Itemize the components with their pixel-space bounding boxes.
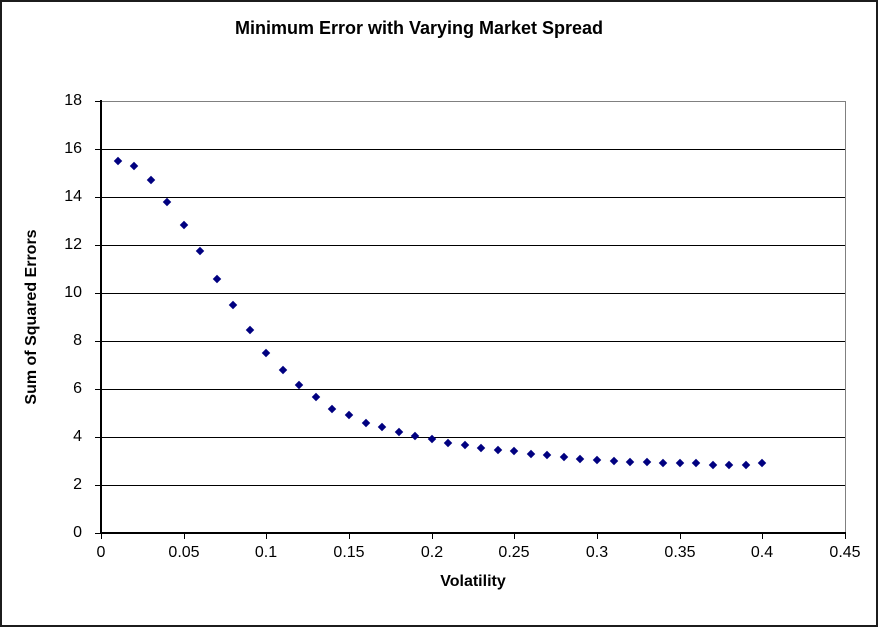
- y-axis-tick: [95, 149, 101, 150]
- y-axis-line: [100, 100, 102, 534]
- x-tick-label: 0.35: [664, 544, 696, 561]
- data-point-marker: [229, 300, 238, 310]
- y-tick-label: 8: [73, 332, 82, 349]
- data-point-marker: [559, 453, 569, 462]
- x-tick-label: 0.05: [168, 544, 200, 561]
- y-tick-label: 2: [73, 476, 82, 493]
- data-point-marker: [477, 443, 486, 453]
- data-point-marker: [443, 438, 453, 448]
- y-tick-label: 12: [64, 236, 82, 253]
- x-axis-tick: [762, 533, 763, 539]
- y-tick-label: 4: [73, 428, 82, 445]
- data-point-marker: [592, 455, 602, 465]
- x-tick-label: 0.4: [750, 544, 774, 561]
- x-axis-tick: [845, 533, 846, 539]
- data-point-marker: [361, 418, 370, 427]
- data-point-marker: [675, 459, 684, 468]
- x-axis-tick: [184, 533, 185, 539]
- x-axis-title: Volatility: [440, 573, 506, 590]
- gridline: [101, 149, 845, 150]
- y-tick-label: 16: [64, 140, 82, 157]
- y-tick-label: 0: [73, 524, 82, 541]
- y-axis-tick: [95, 197, 101, 198]
- x-axis-tick: [680, 533, 681, 539]
- chart-title: Minimum Error with Varying Market Spread: [234, 18, 604, 38]
- data-point-marker: [691, 459, 701, 468]
- x-axis-tick: [101, 533, 102, 539]
- data-point-marker: [460, 441, 469, 450]
- gridline: [101, 485, 845, 486]
- data-point-marker: [394, 427, 403, 437]
- data-point-marker: [328, 405, 337, 414]
- data-point-marker: [146, 175, 155, 185]
- x-axis-tick: [597, 533, 598, 539]
- x-axis-tick: [432, 533, 433, 539]
- data-point-marker: [179, 220, 188, 229]
- data-point-marker: [212, 274, 221, 283]
- data-point-marker: [543, 450, 552, 460]
- x-axis-tick: [514, 533, 515, 539]
- gridline: [101, 341, 845, 342]
- data-point-marker: [377, 423, 387, 432]
- x-axis-tick: [266, 533, 267, 539]
- data-point-marker: [510, 447, 519, 456]
- plot-border-right: [845, 101, 846, 533]
- gridline: [101, 293, 845, 294]
- data-point-marker: [493, 445, 503, 455]
- gridline: [101, 437, 845, 438]
- data-point-marker: [311, 393, 321, 402]
- y-tick-label: 10: [64, 284, 82, 301]
- data-point-marker: [427, 435, 436, 444]
- x-axis-tick: [349, 533, 350, 539]
- data-point-marker: [526, 449, 536, 459]
- data-point-marker: [344, 411, 354, 420]
- y-tick-label: 14: [64, 188, 82, 205]
- data-point-marker: [658, 459, 668, 468]
- gridline: [101, 197, 845, 198]
- y-axis-title: Sum of Squared Errors: [23, 229, 40, 405]
- x-tick-label: 0.1: [254, 544, 278, 561]
- y-tick-label: 6: [73, 380, 82, 397]
- x-tick-label: 0.45: [829, 544, 861, 561]
- y-axis-tick: [95, 437, 101, 438]
- y-axis-tick: [95, 485, 101, 486]
- plot-border-top: [101, 101, 845, 102]
- y-tick-label: 18: [64, 92, 82, 109]
- data-point-marker: [725, 460, 734, 469]
- y-axis-tick: [95, 293, 101, 294]
- data-point-marker: [758, 459, 767, 468]
- x-tick-label: 0.15: [333, 544, 365, 561]
- y-axis-tick: [95, 101, 101, 102]
- data-point-marker: [576, 454, 585, 463]
- x-tick-label: 0.25: [498, 544, 530, 561]
- x-tick-label: 0: [96, 544, 106, 561]
- x-axis-line: [100, 532, 846, 534]
- y-axis-tick: [95, 533, 101, 534]
- data-point-marker: [741, 460, 751, 469]
- data-point-marker: [625, 457, 635, 467]
- data-point-marker: [113, 156, 122, 166]
- y-axis-tick: [95, 245, 101, 246]
- data-point-marker: [129, 161, 139, 171]
- data-point-marker: [609, 456, 618, 466]
- data-point-marker: [262, 348, 271, 358]
- y-axis-tick: [95, 389, 101, 390]
- x-tick-label: 0.3: [585, 544, 609, 561]
- gridline: [101, 389, 845, 390]
- data-point-marker: [278, 365, 288, 375]
- data-point-marker: [245, 325, 255, 335]
- data-point-marker: [708, 460, 717, 469]
- gridline: [101, 245, 845, 246]
- data-point-marker: [195, 246, 205, 256]
- data-point-marker: [162, 197, 172, 207]
- x-tick-label: 0.2: [420, 544, 444, 561]
- y-axis-tick: [95, 341, 101, 342]
- data-point-marker: [642, 457, 651, 467]
- data-point-marker: [410, 431, 420, 441]
